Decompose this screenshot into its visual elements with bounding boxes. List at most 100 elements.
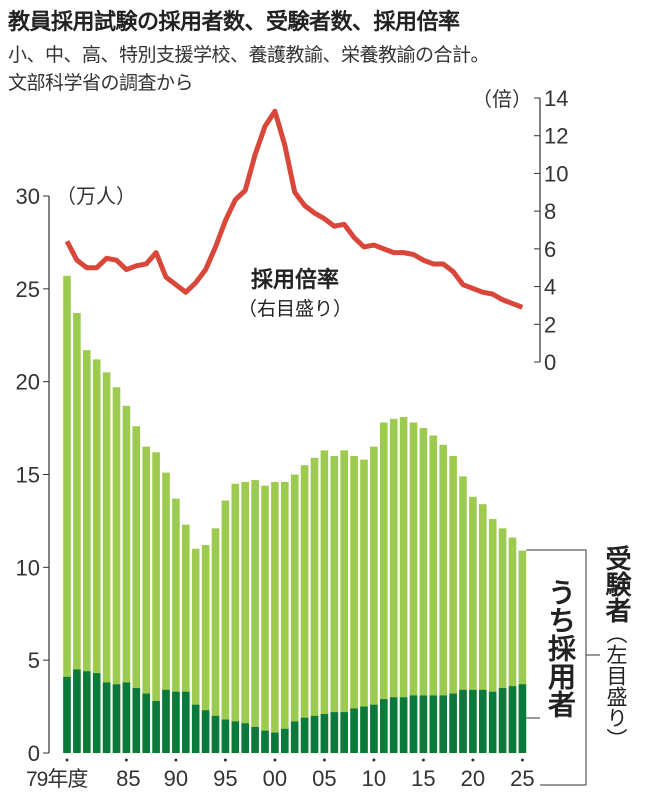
applicants-bar [261,485,269,753]
hires-bar [429,695,438,753]
chart-title: 教員採用試験の採用者数、受験者数、採用倍率 [8,10,460,35]
applicants-bar [488,519,497,753]
hires-bar [419,695,428,753]
applicants-bar [172,498,180,753]
hires-bar [132,688,141,753]
hires-bar [261,730,269,753]
applicants-bar [380,422,388,753]
hires-bar [330,712,339,753]
applicants-bar [320,450,329,753]
x-tick-label: 95 [213,766,237,791]
x-tick-dot [421,758,425,762]
applicants-bar [399,416,408,753]
hires-bar [449,693,457,753]
hires-bar [182,691,190,753]
applicants-bar [251,480,259,753]
applicants-bar [370,446,378,753]
applicants-bar [469,496,477,753]
x-tick-label: 25 [510,766,534,791]
hires-bar [221,719,230,753]
applicants-bar [518,550,527,753]
applicants-bar [142,446,150,753]
hires-bar [320,714,329,753]
hires-bar [241,723,249,753]
x-tick-dot [322,758,326,762]
applicants-bar [459,476,467,753]
x-tick-label: 85 [116,766,140,791]
hires-bar [271,732,279,753]
left-tick-label: 25 [16,277,40,302]
hires-bar [389,697,398,753]
applicants-bar [389,418,398,753]
x-tick-dot [273,758,277,762]
ratio-series-name: 採用倍率 [251,268,340,293]
hires-bar [459,689,467,753]
applicants-bar [221,500,230,753]
applicants-bar [429,435,438,753]
hires-bar [360,706,368,753]
x-tick-dot [174,758,178,762]
hires-bar [211,715,220,753]
subtitle-line-1: 小、中、高、特別支援学校、養護教諭、栄養教諭の合計。 [8,44,490,66]
x-tick-dot [471,758,475,762]
applicants-bar [152,452,160,753]
x-tick-dot [372,758,376,762]
x-tick-label: 00 [263,766,287,791]
applicants-bar [162,472,170,753]
right-tick-label: 10 [544,161,568,186]
x-tick-label: 20 [461,766,485,791]
hires-bar [162,689,170,753]
applicants-bar [271,481,279,753]
left-tick-label: 0 [28,741,40,766]
hires-bar [83,671,91,753]
right-axis-unit: （倍） [472,87,532,111]
applicants-bar [182,524,190,753]
applicants-bar [498,528,507,753]
applicants-bar [419,428,428,753]
ratio-label: 採用倍率 （右目盛り） [238,262,352,321]
hires-bar [172,691,180,753]
right-tick-label: 2 [544,312,556,337]
hires-bar [300,717,309,753]
left-tick-label: 10 [16,555,40,580]
applicants-bar [350,455,358,753]
hires-bar [409,695,418,753]
hires-bar [370,704,378,753]
applicants-bar [92,359,101,753]
hires-bar [191,704,200,753]
applicants-bar [310,457,319,753]
applicants-bar [231,483,240,753]
hires-bar [63,676,71,753]
left-axis-unit: （万人） [56,184,136,208]
right-tick-label: 14 [544,86,568,111]
applicants-bar [300,465,309,753]
x-tick-dot [520,758,524,762]
applicants-bar [360,459,368,753]
x-tick-dot [124,758,128,762]
applicants-bar [102,372,111,753]
right-tick-label: 12 [544,124,568,149]
hires-bar [251,727,259,753]
hires-bar [479,689,487,753]
applicants-bar [409,422,418,753]
applicants-bar [191,548,200,753]
left-tick-label: 20 [16,370,40,395]
label-bracket [526,549,587,786]
applicants-bar [63,275,71,753]
hires-bar [380,699,388,753]
hires-bar [469,689,477,753]
left-tick-label: 30 [16,184,40,209]
x-tick-dot [223,758,227,762]
hires-bar [152,701,160,753]
applicants-bar [290,474,299,753]
applicants-bar [241,481,249,753]
applicants-bar [281,481,289,753]
hires-bar [92,673,101,753]
hires-bar [439,695,447,753]
applicants-series-name: 受験者 [601,545,631,623]
hires-bar [231,721,240,753]
x-tick-dot [65,758,69,762]
x-tick-label: 79年度 [26,768,88,791]
applicants-bar [83,350,91,753]
